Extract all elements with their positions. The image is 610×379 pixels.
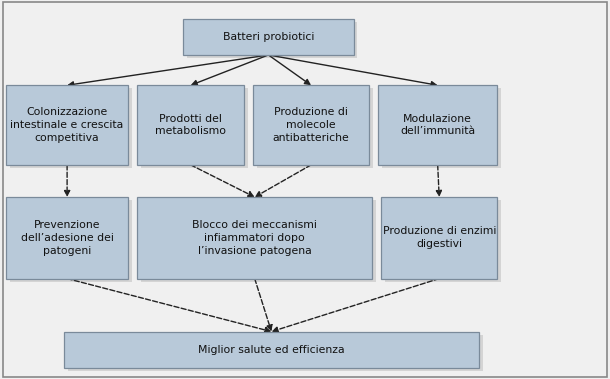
FancyBboxPatch shape [382,88,501,168]
FancyBboxPatch shape [10,200,132,282]
FancyBboxPatch shape [6,197,128,279]
Text: Produzione di
molecole
antibatteriche: Produzione di molecole antibatteriche [273,107,350,143]
FancyBboxPatch shape [141,200,376,282]
FancyBboxPatch shape [10,88,132,168]
FancyBboxPatch shape [187,22,357,58]
FancyBboxPatch shape [68,335,483,371]
Text: Miglior salute ed efficienza: Miglior salute ed efficienza [198,345,345,355]
FancyBboxPatch shape [6,85,128,165]
Text: Prevenzione
dell’adesione dei
patogeni: Prevenzione dell’adesione dei patogeni [21,220,113,255]
FancyBboxPatch shape [253,85,369,165]
FancyBboxPatch shape [257,88,373,168]
Text: Batteri probiotici: Batteri probiotici [223,32,314,42]
FancyBboxPatch shape [137,85,244,165]
FancyBboxPatch shape [64,332,479,368]
FancyBboxPatch shape [137,197,372,279]
FancyBboxPatch shape [141,88,248,168]
FancyBboxPatch shape [385,200,501,282]
Text: Colonizzazione
intestinale e crescita
competitiva: Colonizzazione intestinale e crescita co… [10,107,124,143]
FancyBboxPatch shape [378,85,497,165]
Text: Prodotti del
metabolismo: Prodotti del metabolismo [155,114,226,136]
Text: Produzione di enzimi
digestivi: Produzione di enzimi digestivi [382,226,496,249]
Text: Blocco dei meccanismi
infiammatori dopo
l’invasione patogena: Blocco dei meccanismi infiammatori dopo … [192,220,317,255]
FancyBboxPatch shape [381,197,497,279]
Text: Modulazione
dell’immunità: Modulazione dell’immunità [400,114,475,136]
FancyBboxPatch shape [183,19,354,55]
